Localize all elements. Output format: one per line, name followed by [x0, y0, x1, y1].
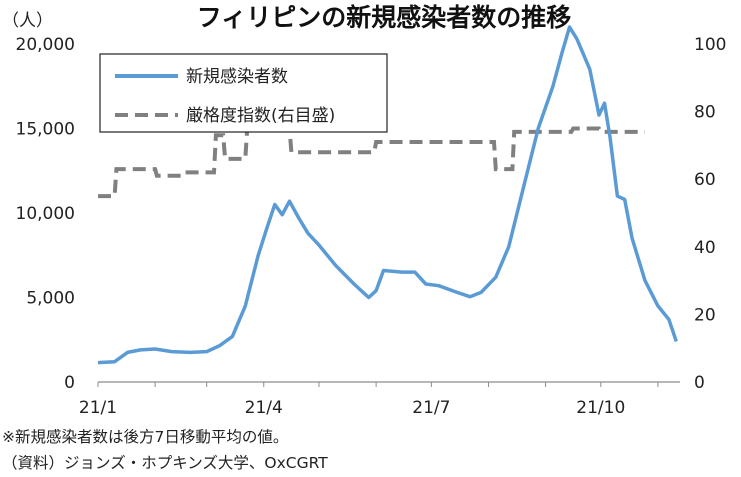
right-tick-label: 80	[694, 103, 716, 123]
legend: 新規感染者数 厳格度指数(右目盛)	[99, 53, 388, 133]
right-tick-label: 20	[694, 305, 716, 325]
legend-box	[99, 53, 388, 133]
x-tick-label: 21/4	[245, 398, 283, 418]
series-new-cases-line	[97, 25, 678, 365]
left-axis-unit: （人）	[2, 11, 53, 31]
left-axis-ticks: 0 5,000 10,000 15,000 20,000	[16, 35, 75, 393]
chart-title: フィリピンの新規感染者数の推移	[197, 3, 572, 32]
x-tick-label: 21/10	[576, 398, 625, 418]
x-axis-ticks: 21/1 21/4 21/7 21/10	[79, 382, 659, 418]
right-axis-ticks: 0 20 40 60 80 100	[694, 35, 726, 393]
left-tick-label: 20,000	[16, 35, 75, 55]
right-tick-label: 0	[694, 373, 705, 393]
source-note: （資料）ジョンズ・ホプキンズ大学、OxCGRT	[2, 454, 328, 472]
series-stringency-line	[98, 126, 645, 199]
left-tick-label: 0	[64, 373, 75, 393]
footnote: ※新規感染者数は後方7日移動平均の値。	[2, 428, 288, 446]
x-tick-label: 21/1	[79, 398, 117, 418]
right-tick-label: 40	[694, 238, 716, 258]
x-tick-label: 21/7	[412, 398, 450, 418]
left-tick-label: 15,000	[16, 120, 75, 140]
right-tick-label: 100	[694, 35, 726, 55]
legend-label-stringency: 厳格度指数(右目盛)	[186, 106, 335, 126]
right-tick-label: 60	[694, 170, 716, 190]
left-tick-label: 5,000	[26, 289, 75, 309]
legend-label-new-cases: 新規感染者数	[186, 67, 288, 87]
left-tick-label: 10,000	[16, 204, 75, 224]
